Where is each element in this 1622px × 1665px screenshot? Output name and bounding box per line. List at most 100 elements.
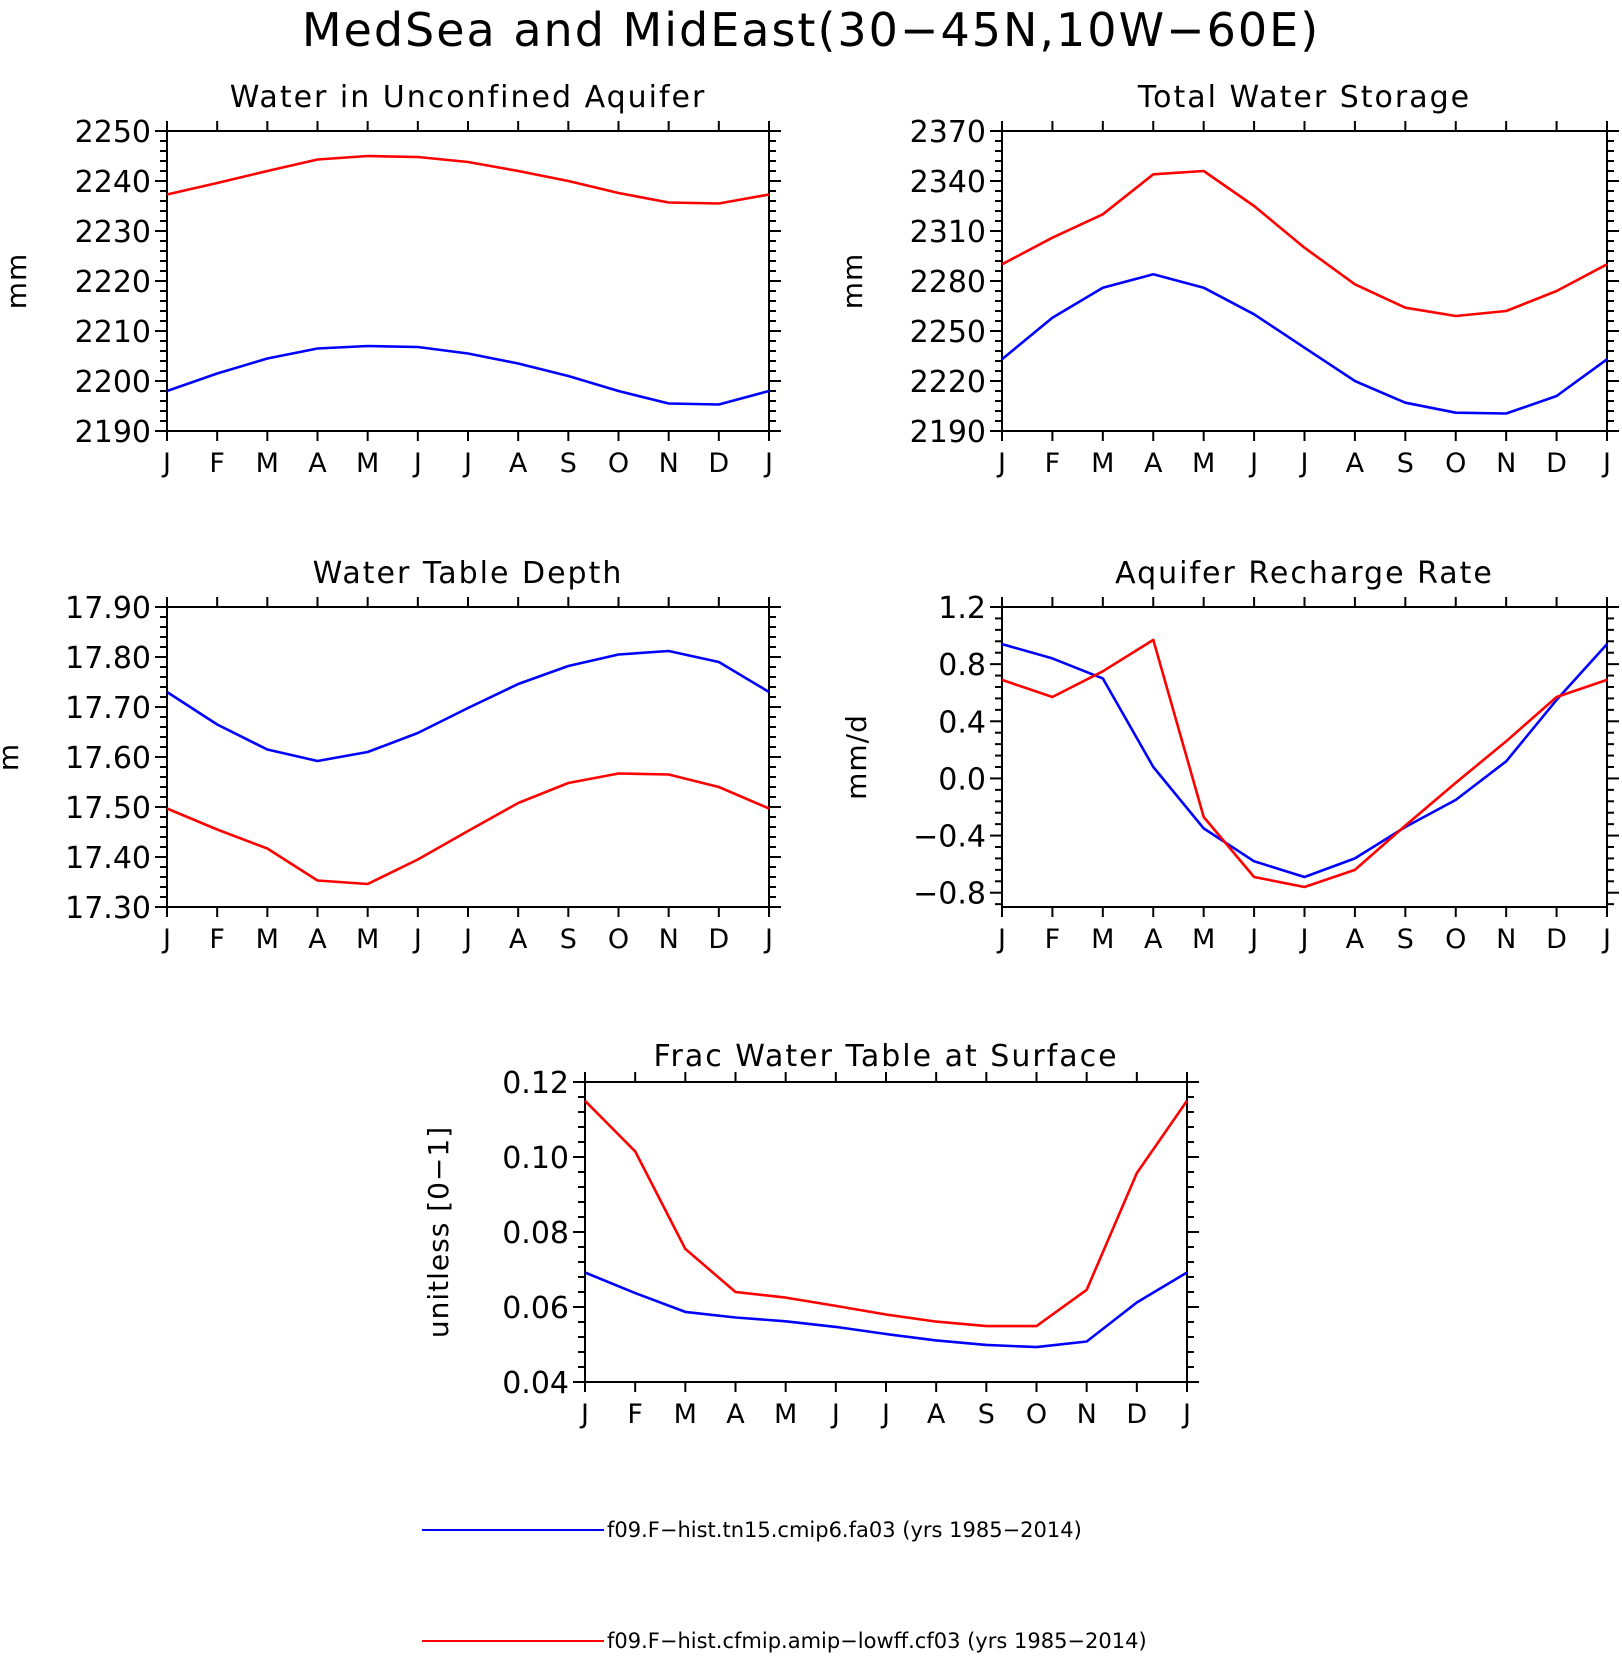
x-tick-label: M: [1192, 448, 1215, 479]
x-tick-label: D: [708, 924, 729, 955]
series-line-3-2: [166, 772, 770, 886]
x-tick-label: M: [1091, 448, 1114, 479]
y-tick-label: 0.0: [938, 762, 986, 797]
x-tick-label: F: [1045, 924, 1061, 955]
x-tick-label: S: [1397, 448, 1414, 479]
y-tick-label: 1.2: [938, 591, 986, 626]
plot-frame-1: [166, 130, 770, 432]
y-tick-label: 2230: [75, 215, 151, 250]
y-tick-label: 17.40: [65, 841, 151, 876]
y-ticks-1: [155, 130, 781, 432]
series-line-2-2: [1001, 169, 1608, 318]
series-line-5-2: [584, 1099, 1189, 1328]
x-tick-label: A: [308, 448, 327, 479]
x-tick-label: M: [674, 1399, 697, 1430]
legend-label-2: f09.F−hist.cfmip.amip−lowff.cf03 (yrs 19…: [607, 1629, 1147, 1653]
series-line-5-1: [584, 1271, 1188, 1349]
y-axis-label-4: mm/d: [840, 714, 873, 800]
x-tick-label: N: [659, 924, 679, 955]
x-tick-label: N: [1496, 448, 1516, 479]
y-ticks-5: [573, 1081, 1199, 1383]
x-tick-label: J: [763, 448, 773, 479]
x-tick-label: D: [708, 448, 729, 479]
y-tick-label: 17.90: [65, 591, 151, 626]
y-tick-label: 2340: [910, 165, 986, 200]
x-tick-label: A: [1144, 924, 1163, 955]
x-tick-label: F: [209, 448, 225, 479]
x-ticks-3: [166, 597, 770, 917]
y-tick-label: −0.4: [913, 820, 986, 855]
y-tick-label: 17.70: [65, 691, 151, 726]
x-tick-label: J: [579, 1399, 589, 1430]
x-tick-label: N: [659, 448, 679, 479]
x-tick-label: J: [1299, 448, 1309, 479]
x-ticks-4: [1001, 597, 1608, 917]
x-tick-label: J: [1299, 924, 1309, 955]
x-tick-label: D: [1126, 1399, 1147, 1430]
x-tick-label: J: [412, 924, 422, 955]
legend-label-1: f09.F−hist.tn15.cmip6.fa03 (yrs 1985−201…: [607, 1518, 1082, 1542]
x-tick-label: J: [161, 448, 171, 479]
x-tick-label: A: [308, 924, 327, 955]
y-tick-label: 17.60: [65, 741, 151, 776]
y-axis-label-1: mm: [0, 253, 33, 310]
y-tick-label: 0.12: [502, 1066, 569, 1101]
x-tick-label: F: [627, 1399, 643, 1430]
x-tick-label: O: [608, 924, 629, 955]
x-tick-label: M: [774, 1399, 797, 1430]
y-tick-label: 2220: [75, 265, 151, 300]
y-tick-label: 2250: [910, 315, 986, 350]
x-tick-label: J: [412, 448, 422, 479]
chart-panel-3: Water Table DepthmJFMAMJJASONDJ17.3017.4…: [0, 556, 781, 955]
panel-title-5: Frac Water Table at Surface: [653, 1039, 1118, 1074]
y-tick-label: 2250: [75, 115, 151, 150]
legend-item-2: f09.F−hist.cfmip.amip−lowff.cf03 (yrs 19…: [422, 1629, 1147, 1653]
x-tick-label: M: [256, 924, 279, 955]
x-tick-label: J: [1181, 1399, 1191, 1430]
plot-frame-4: [1001, 606, 1608, 908]
x-tick-label: O: [1445, 924, 1466, 955]
x-tick-label: M: [1192, 924, 1215, 955]
x-tick-label: D: [1546, 924, 1567, 955]
x-tick-label: M: [356, 924, 379, 955]
x-tick-label: N: [1496, 924, 1516, 955]
y-ticks-2: [990, 130, 1619, 432]
plot-frame-2: [1001, 130, 1608, 432]
x-tick-label: A: [509, 924, 528, 955]
x-tick-label: J: [1248, 924, 1258, 955]
y-axis-label-2: mm: [836, 253, 869, 310]
y-tick-label: 0.06: [502, 1291, 569, 1326]
y-tick-label: 0.4: [938, 705, 986, 740]
y-tick-label: 2200: [75, 365, 151, 400]
x-ticks-5: [584, 1072, 1188, 1392]
x-tick-label: M: [256, 448, 279, 479]
legend-item-1: f09.F−hist.tn15.cmip6.fa03 (yrs 1985−201…: [422, 1518, 1082, 1542]
y-tick-label: 2310: [910, 215, 986, 250]
y-tick-label: 2220: [910, 365, 986, 400]
chart-panel-5: Frac Water Table at Surface unitless [0−1…: [422, 1039, 1199, 1430]
x-tick-label: J: [1601, 448, 1611, 479]
x-tick-label: O: [608, 448, 629, 479]
x-tick-label: N: [1077, 1399, 1097, 1430]
x-tick-label: J: [996, 924, 1006, 955]
x-tick-label: A: [509, 448, 528, 479]
x-tick-label: J: [462, 924, 472, 955]
x-tick-label: A: [726, 1399, 745, 1430]
y-ticks-3: [155, 606, 781, 908]
panel-title-4: Aquifer Recharge Rate: [1115, 556, 1494, 591]
panel-title-2: Total Water Storage: [1137, 80, 1471, 115]
y-tick-label: 2190: [75, 415, 151, 450]
figure-title: MedSea and MidEast(30−45N,10W−60E): [302, 3, 1320, 57]
y-tick-label: 2240: [75, 165, 151, 200]
y-tick-label: 0.08: [502, 1216, 569, 1251]
y-tick-label: −0.8: [913, 877, 986, 912]
x-tick-label: J: [880, 1399, 890, 1430]
x-tick-label: S: [560, 924, 577, 955]
y-ticks-4: [990, 606, 1619, 906]
y-tick-label: 0.10: [502, 1141, 569, 1176]
